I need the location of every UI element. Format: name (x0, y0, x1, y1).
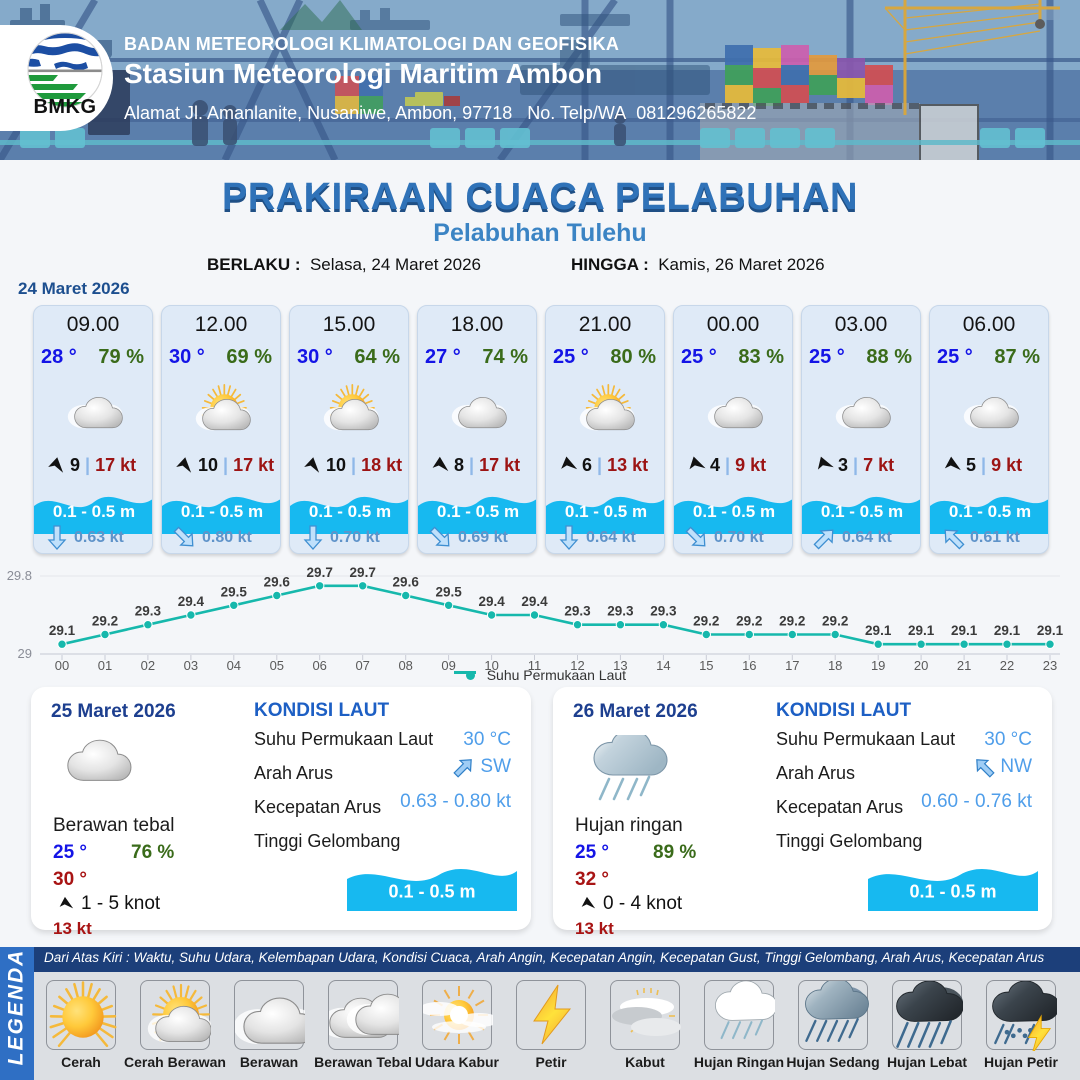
svg-text:29.2: 29.2 (92, 614, 118, 629)
svg-text:29: 29 (18, 646, 32, 661)
svg-text:29.3: 29.3 (650, 604, 677, 619)
svg-text:29.1: 29.1 (994, 623, 1021, 638)
svg-text:29.3: 29.3 (135, 604, 162, 619)
svg-text:29.1: 29.1 (49, 623, 76, 638)
svg-text:29.4: 29.4 (478, 594, 505, 609)
svg-text:29.7: 29.7 (350, 565, 376, 580)
svg-text:29.3: 29.3 (607, 604, 634, 619)
svg-text:29.4: 29.4 (521, 594, 548, 609)
svg-text:29.1: 29.1 (1037, 623, 1064, 638)
svg-text:29.3: 29.3 (564, 604, 591, 619)
svg-text:0.1 - 0.5 m: 0.1 - 0.5 m (388, 881, 475, 901)
svg-text:29.6: 29.6 (393, 575, 420, 590)
svg-text:29.6: 29.6 (264, 575, 291, 590)
svg-text:29.4: 29.4 (178, 594, 205, 609)
svg-text:29.2: 29.2 (822, 614, 848, 629)
svg-text:29.2: 29.2 (693, 614, 719, 629)
svg-text:29.1: 29.1 (908, 623, 935, 638)
svg-text:29.5: 29.5 (221, 584, 248, 599)
svg-text:0.1 - 0.5 m: 0.1 - 0.5 m (909, 881, 996, 901)
svg-text:29.7: 29.7 (307, 565, 333, 580)
svg-text:29.1: 29.1 (865, 623, 892, 638)
svg-text:29.5: 29.5 (435, 584, 462, 599)
svg-text:29.2: 29.2 (736, 614, 762, 629)
svg-text:29.8: 29.8 (7, 568, 32, 583)
svg-text:29.2: 29.2 (779, 614, 805, 629)
svg-text:29.1: 29.1 (951, 623, 978, 638)
